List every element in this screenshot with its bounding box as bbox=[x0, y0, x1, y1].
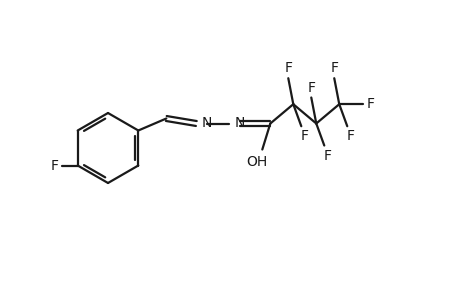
Text: N: N bbox=[201, 116, 211, 130]
Text: N: N bbox=[234, 116, 244, 130]
Text: F: F bbox=[365, 97, 374, 111]
Text: F: F bbox=[284, 61, 291, 75]
Text: F: F bbox=[307, 80, 314, 94]
Text: F: F bbox=[330, 61, 337, 75]
Text: F: F bbox=[346, 129, 353, 143]
Text: F: F bbox=[50, 158, 59, 172]
Text: F: F bbox=[300, 129, 308, 143]
Text: F: F bbox=[323, 148, 330, 163]
Text: OH: OH bbox=[246, 154, 267, 169]
